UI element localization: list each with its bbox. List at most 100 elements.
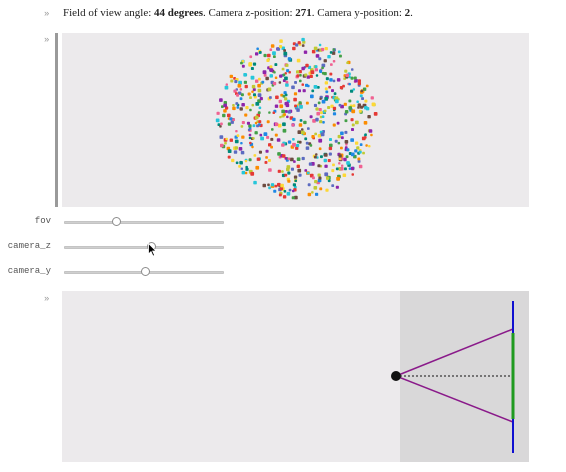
particle <box>346 61 349 64</box>
particle <box>248 158 252 162</box>
y-prefix: . Camera y-position: <box>311 7 402 19</box>
particle <box>275 95 279 100</box>
particle <box>274 122 279 126</box>
particle <box>337 134 341 139</box>
particle <box>270 137 274 141</box>
particle <box>314 65 318 69</box>
particle <box>255 52 259 56</box>
particle <box>241 103 245 107</box>
slider-fov-track[interactable] <box>64 217 224 226</box>
particle <box>232 104 235 107</box>
particle <box>317 134 322 138</box>
particle <box>362 151 365 155</box>
particle <box>368 145 371 148</box>
particle <box>299 104 303 109</box>
particle <box>296 143 300 148</box>
particle <box>317 86 320 89</box>
particle <box>282 122 286 127</box>
particle <box>342 173 347 177</box>
particle <box>233 150 238 154</box>
slider-camera-z-track[interactable] <box>64 242 224 251</box>
particle <box>261 80 265 84</box>
particle <box>309 74 313 78</box>
particle <box>341 164 344 167</box>
particle <box>234 139 239 144</box>
particle <box>224 85 229 90</box>
particle <box>318 147 322 151</box>
particle <box>321 63 326 68</box>
particle <box>325 188 329 192</box>
particle <box>317 173 321 177</box>
particle <box>281 67 285 71</box>
particle <box>324 47 328 51</box>
cell-marker-camera[interactable]: » <box>44 294 50 304</box>
particle <box>332 48 335 51</box>
particle <box>343 102 347 106</box>
particle <box>274 133 278 137</box>
particle <box>307 183 311 187</box>
particle <box>231 158 235 163</box>
particle <box>321 66 324 70</box>
particle <box>357 159 361 163</box>
particle <box>249 96 252 99</box>
particle <box>284 173 288 177</box>
particle <box>241 135 245 139</box>
particle <box>315 192 319 196</box>
particle <box>236 93 239 97</box>
particle <box>293 185 297 189</box>
particle <box>237 83 242 88</box>
particle <box>271 128 274 131</box>
particle <box>277 152 281 156</box>
particle <box>340 136 344 140</box>
y-value: 2 <box>404 7 411 19</box>
particle <box>338 167 341 170</box>
particle <box>232 106 236 111</box>
particle <box>302 89 306 93</box>
particle <box>244 113 248 117</box>
cell-marker-caption[interactable]: » <box>44 9 50 19</box>
particle <box>252 137 255 140</box>
particle <box>262 70 267 75</box>
particle <box>292 46 296 51</box>
slider-fov-thumb[interactable] <box>111 217 121 226</box>
particle <box>280 183 284 188</box>
particle <box>258 51 262 54</box>
particle <box>301 37 305 42</box>
particle <box>358 109 362 113</box>
particle <box>329 72 333 76</box>
particle-scene[interactable] <box>62 33 529 207</box>
particle <box>274 104 279 108</box>
particle <box>357 157 361 161</box>
particle <box>263 132 268 136</box>
particle <box>284 93 288 97</box>
particle <box>279 74 283 78</box>
particle <box>245 165 248 169</box>
particle <box>339 54 342 58</box>
fov-prefix: Field of view angle: <box>63 7 152 19</box>
particle <box>291 85 295 90</box>
particle <box>283 49 286 52</box>
camera-caption: Field of view angle: 44 degrees. Camera … <box>63 7 413 19</box>
particle <box>352 104 356 107</box>
particle <box>293 175 298 179</box>
slider-camera-y-thumb[interactable] <box>140 267 150 276</box>
slider-camera-y-track[interactable] <box>64 267 224 276</box>
particle <box>232 118 235 121</box>
particle <box>354 149 358 153</box>
particle <box>267 53 271 58</box>
slider-camera-y[interactable]: camera_y <box>0 265 240 279</box>
particle <box>325 77 329 81</box>
particle <box>249 141 252 145</box>
slider-fov[interactable]: fov <box>0 215 240 229</box>
particle <box>345 143 348 146</box>
particle <box>238 80 242 85</box>
particle <box>357 106 360 109</box>
particle <box>255 79 259 83</box>
particle <box>340 146 343 150</box>
caption-suffix: . <box>410 7 413 19</box>
particle <box>215 118 220 123</box>
particle <box>303 120 307 125</box>
slider-camera-z[interactable]: camera_z <box>0 240 240 254</box>
particle <box>254 115 259 120</box>
cell-marker-scene[interactable]: » <box>44 35 50 45</box>
